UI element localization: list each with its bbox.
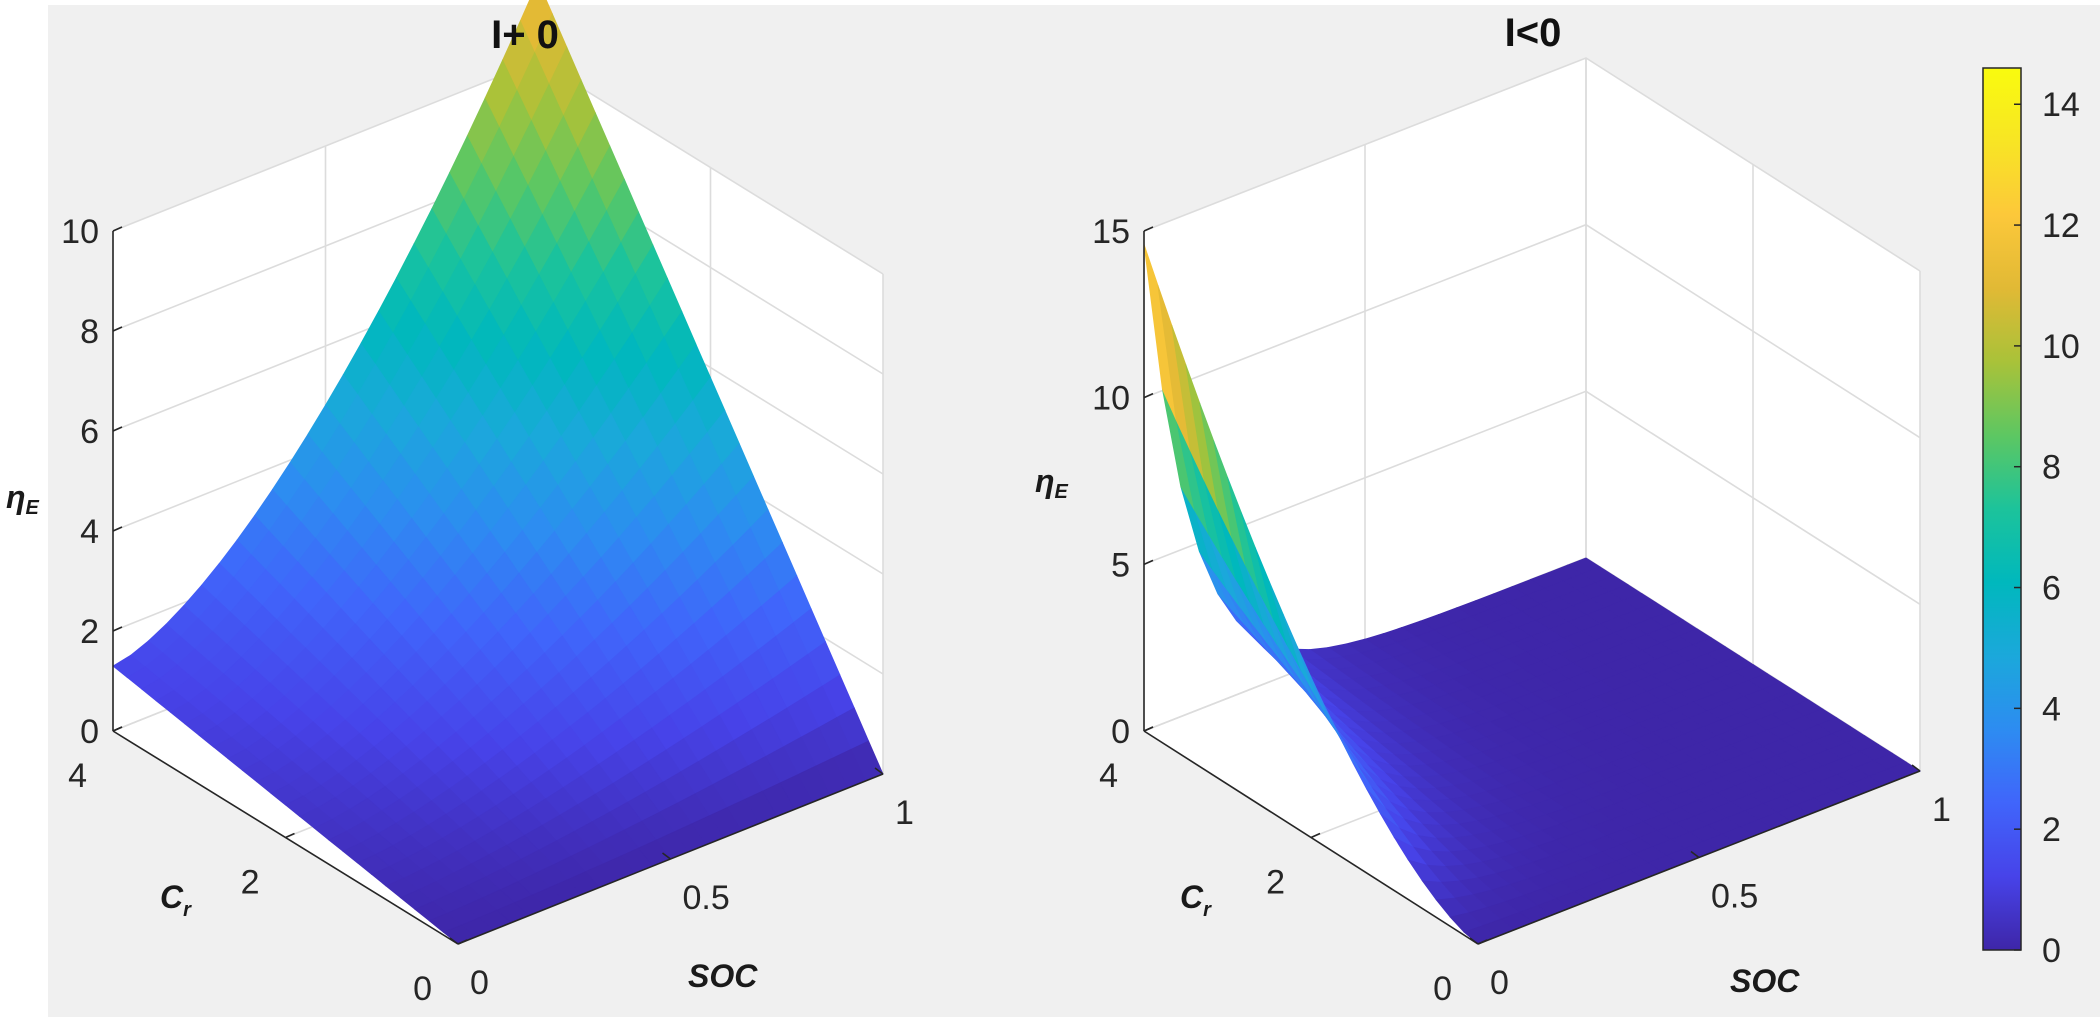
x-tick-label: 0 (470, 964, 489, 1002)
right-ylabel: Cr (1180, 879, 1212, 921)
y-tick-mark (285, 832, 295, 839)
left-surface (112, 0, 884, 945)
y-tick-mark (457, 939, 468, 945)
left-zlabel-sub: E (26, 497, 40, 519)
z-tick-mark (112, 526, 123, 532)
colorbar-tick-label: 6 (2042, 570, 2061, 608)
right-zlabel: ηE (1035, 463, 1069, 503)
y-tick-mark (1477, 939, 1488, 945)
left-ylabel-main: C (160, 879, 184, 915)
z-tick-mark (1143, 559, 1154, 566)
y-tick-label: 4 (68, 757, 87, 795)
x-tick-label: 1 (895, 794, 914, 832)
colorbar-tick-label: 4 (2042, 690, 2061, 728)
z-tick-mark (1143, 392, 1154, 399)
colorbar-bar (1982, 67, 2022, 951)
x-tick-mark (449, 937, 459, 945)
right-ylabel-sub: r (1203, 899, 1212, 921)
right-zlabel-main: η (1035, 463, 1055, 499)
x-tick-mark (1911, 764, 1921, 772)
z-tick-label: 6 (80, 413, 99, 451)
x-tick-mark (874, 767, 884, 775)
x-tick-mark (662, 852, 671, 860)
right-title: I<0 (1505, 11, 1562, 55)
y-tick-label: 2 (1266, 864, 1285, 902)
colorbar-ticks: 0 2 4 6 8 10 12 14 (2014, 86, 2080, 970)
z-tick-label: 5 (1111, 546, 1130, 584)
z-tick-label: 10 (1092, 380, 1130, 418)
x-tick-label: 0.5 (1711, 878, 1758, 916)
right-zlabel-sub: E (1055, 481, 1069, 503)
left-title: I+ 0 (491, 13, 559, 57)
z-tick-label: 15 (1092, 213, 1130, 251)
z-tick-label: 8 (80, 313, 99, 351)
colorbar: 0 2 4 6 8 10 12 14 (1982, 67, 2080, 970)
y-tick-mark (1310, 832, 1321, 839)
x-tick-mark (1469, 937, 1479, 945)
right-ylabel-main: C (1180, 879, 1204, 915)
y-tick-label: 2 (241, 864, 260, 902)
x-tick-label: 1 (1932, 791, 1951, 829)
z-tick-mark (112, 426, 123, 432)
z-tick-mark (1143, 226, 1154, 232)
z-tick-label: 2 (80, 613, 99, 651)
left-zlabel: ηE (6, 479, 40, 519)
y-tick-label: 4 (1099, 757, 1118, 795)
right-surface (1143, 244, 1921, 945)
colorbar-tick-label: 14 (2042, 86, 2080, 124)
left-ylabel: Cr (160, 879, 192, 921)
z-tick-label: 0 (80, 713, 99, 751)
x-tick-mark (1690, 850, 1700, 859)
y-tick-label: 0 (1433, 970, 1452, 1008)
colorbar-tick-label: 10 (2042, 328, 2080, 366)
z-tick-mark (112, 626, 123, 632)
left-zlabel-main: η (6, 479, 26, 515)
left-xlabel: SOC (688, 958, 758, 994)
z-tick-mark (112, 726, 123, 732)
x-tick-label: 0.5 (683, 879, 730, 917)
z-tick-label: 4 (80, 513, 99, 551)
colorbar-tick-label: 0 (2042, 932, 2061, 970)
colorbar-tick-label: 2 (2042, 811, 2061, 849)
z-tick-mark (112, 326, 123, 332)
left-ylabel-sub: r (183, 899, 192, 921)
z-tick-mark (1143, 726, 1154, 732)
x-tick-label: 0 (1490, 964, 1509, 1002)
right-xlabel: SOC (1730, 963, 1800, 999)
z-tick-label: 10 (61, 213, 99, 251)
colorbar-tick-label: 8 (2042, 449, 2061, 487)
colorbar-tick-label: 12 (2042, 207, 2080, 245)
z-tick-mark (112, 226, 123, 232)
y-tick-label: 0 (413, 970, 432, 1008)
z-tick-label: 0 (1111, 713, 1130, 751)
